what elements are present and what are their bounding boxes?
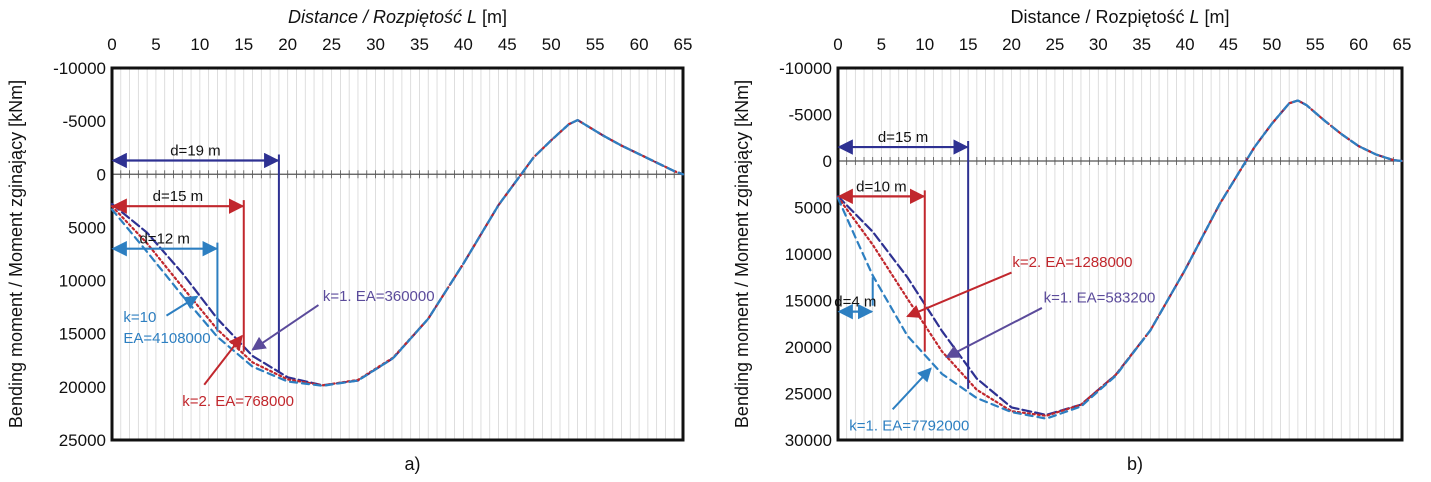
panel-label: b) bbox=[1127, 454, 1143, 474]
x-tick-label: 65 bbox=[674, 35, 693, 54]
callout-label: k=10 bbox=[123, 309, 156, 326]
x-tick-label: 10 bbox=[915, 35, 934, 54]
callout-label: k=1. EA=360000 bbox=[323, 288, 435, 305]
x-tick-label: 35 bbox=[410, 35, 429, 54]
y-axis-title: Bending moment / Moment zginający [kNm] bbox=[6, 80, 26, 428]
callout-label: k=1. EA=583200 bbox=[1044, 289, 1156, 306]
x-tick-label: 5 bbox=[151, 35, 160, 54]
dimension-label: d=4 m bbox=[834, 294, 876, 311]
x-tick-label: 10 bbox=[190, 35, 209, 54]
callout-label: k=2. EA=768000 bbox=[182, 393, 294, 410]
dimension-label: d=19 m bbox=[170, 142, 220, 159]
callout-label: EA=4108000 bbox=[123, 330, 210, 347]
chart-panel-b: 0 5 10 15 20 25 30 35 40 45 50 55 60 65 -10000 -5000 0 50… bbox=[732, 7, 1411, 474]
x-tick-label: 0 bbox=[107, 35, 116, 54]
x-tick-label: 20 bbox=[1002, 35, 1021, 54]
plot-frame bbox=[110, 66, 685, 442]
x-axis-title: Distance / Rozpiętość L [m] bbox=[1010, 7, 1229, 27]
x-tick-label: 50 bbox=[542, 35, 561, 54]
x-tick-label: 40 bbox=[1176, 35, 1195, 54]
series-line-blue-dash bbox=[110, 118, 685, 387]
y-tick-label: 20000 bbox=[59, 378, 106, 397]
y-tick-label: 15000 bbox=[59, 325, 106, 344]
callout-arrow bbox=[906, 271, 1012, 318]
y-tick-label: 0 bbox=[97, 165, 106, 184]
y-tick-label: -5000 bbox=[789, 106, 832, 125]
x-tick-label: 60 bbox=[1349, 35, 1368, 54]
x-tick-label: 55 bbox=[1306, 35, 1325, 54]
x-tick-label: 15 bbox=[234, 35, 253, 54]
x-tick-label: 20 bbox=[278, 35, 297, 54]
callout-arrow bbox=[251, 304, 319, 351]
chart-panel-a: 0 5 10 15 20 25 30 35 40 45 50 55 60 65 -10000 -5000 0 50… bbox=[6, 7, 692, 474]
callout-arrow bbox=[203, 334, 243, 386]
dimension-label: d=10 m bbox=[856, 178, 906, 195]
x-tick-label: 15 bbox=[959, 35, 978, 54]
x-tick-label: 35 bbox=[1132, 35, 1151, 54]
x-tick-label: 40 bbox=[454, 35, 473, 54]
x-tick-label: 45 bbox=[498, 35, 517, 54]
x-tick-label: 60 bbox=[630, 35, 649, 54]
panel-label: a) bbox=[404, 454, 420, 474]
x-tick-label: 5 bbox=[877, 35, 886, 54]
y-tick-label: 30000 bbox=[785, 431, 832, 450]
x-tick-label: 50 bbox=[1262, 35, 1281, 54]
dimension-label: d=12 m bbox=[139, 231, 189, 248]
x-tick-label: 30 bbox=[1089, 35, 1108, 54]
y-tick-label: -10000 bbox=[779, 59, 832, 78]
x-tick-label: 0 bbox=[833, 35, 842, 54]
series-line-blue-dash bbox=[836, 99, 1404, 420]
x-tick-label: 45 bbox=[1219, 35, 1238, 54]
x-axis-title: Distance / Rozpiętość L [m] bbox=[288, 7, 507, 27]
y-tick-label: 0 bbox=[823, 152, 832, 171]
y-tick-label: 10000 bbox=[785, 245, 832, 264]
x-tick-label: 30 bbox=[366, 35, 385, 54]
x-tick-label: 25 bbox=[1045, 35, 1064, 54]
callout-label: k=1. EA=7792000 bbox=[849, 418, 969, 435]
y-tick-label: 15000 bbox=[785, 292, 832, 311]
y-tick-label: 5000 bbox=[68, 218, 106, 237]
plot-frame bbox=[836, 66, 1404, 442]
y-tick-label: -10000 bbox=[53, 59, 106, 78]
y-tick-label: 5000 bbox=[794, 199, 832, 218]
x-tick-label: 25 bbox=[322, 35, 341, 54]
callout-label: k=2. EA=1288000 bbox=[1012, 254, 1132, 271]
callout-arrow bbox=[165, 295, 199, 317]
x-tick-label: 65 bbox=[1393, 35, 1412, 54]
x-tick-label: 55 bbox=[586, 35, 605, 54]
callout-arrow bbox=[945, 307, 1043, 359]
callout-arrow bbox=[891, 367, 932, 410]
y-axis-title: Bending moment / Moment zginający [kNm] bbox=[732, 80, 752, 428]
y-tick-label: 10000 bbox=[59, 272, 106, 291]
dimension-label: d=15 m bbox=[878, 129, 928, 146]
y-tick-label: 25000 bbox=[59, 431, 106, 450]
y-tick-label: -5000 bbox=[63, 112, 106, 131]
y-tick-label: 25000 bbox=[785, 385, 832, 404]
y-tick-label: 20000 bbox=[785, 338, 832, 357]
dimension-label: d=15 m bbox=[153, 188, 203, 205]
